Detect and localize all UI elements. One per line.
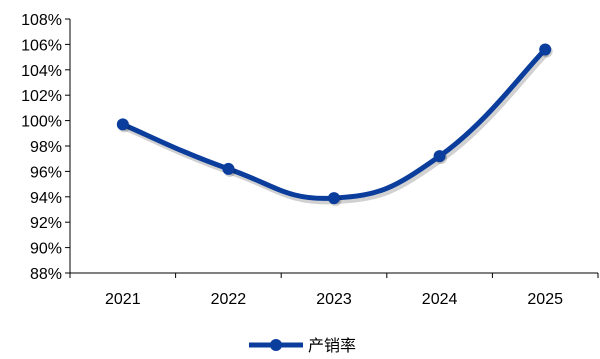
x-tick-label: 2023: [316, 291, 352, 308]
y-tick-label: 104%: [21, 63, 62, 80]
x-tick-label: 2025: [527, 291, 563, 308]
data-point-2022: [222, 162, 235, 175]
x-tick-label: 2024: [422, 291, 458, 308]
data-point-2023: [328, 192, 340, 205]
data-point-2021: [116, 118, 129, 131]
y-tick-label: 90%: [30, 241, 62, 258]
data-point-2024: [433, 150, 446, 163]
data-point-2025: [539, 43, 552, 56]
y-tick-label: 102%: [21, 88, 62, 105]
legend: 产销率: [249, 336, 356, 355]
y-tick-label: 88%: [30, 266, 62, 283]
x-axis: 2021 2022 2023 2024 2025: [69, 272, 599, 308]
y-tick-label: 96%: [30, 164, 62, 181]
y-tick-label: 94%: [30, 190, 62, 207]
x-tick-label: 2021: [105, 291, 141, 308]
y-tick-label: 100%: [21, 114, 62, 131]
series-line-shadow: [121, 49, 551, 205]
legend-label: 产销率: [308, 336, 356, 355]
series-layer: [116, 43, 553, 207]
legend-marker-swatch: [270, 339, 282, 351]
y-axis: 88% 90% 92% 94% 96% 98% 100% 102% 104% 106% 108%: [21, 12, 71, 283]
y-tick-label: 98%: [30, 139, 62, 156]
y-tick-label: 106%: [21, 37, 62, 54]
y-tick-label: 92%: [30, 215, 62, 232]
y-tick-label: 108%: [21, 12, 62, 29]
x-tick-label: 2022: [211, 291, 247, 308]
